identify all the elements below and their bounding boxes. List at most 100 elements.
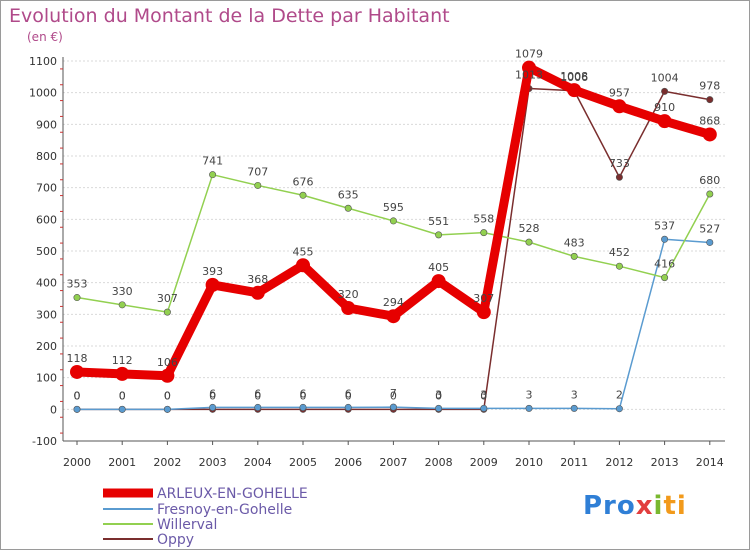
x-tick-label: 2004 — [244, 456, 272, 469]
legend-label: ARLEUX-EN-GOHELLE — [157, 486, 308, 502]
data-label: 910 — [654, 101, 675, 114]
data-point — [389, 217, 397, 225]
data-point — [525, 238, 533, 246]
data-label: 393 — [202, 265, 223, 278]
data-point — [525, 404, 533, 412]
data-point — [73, 294, 81, 302]
chart-title: Evolution du Montant de la Dette par Hab… — [9, 5, 450, 27]
y-tick-label: 0 — [50, 403, 57, 416]
data-label: 957 — [609, 86, 630, 99]
x-tick-label: 2002 — [153, 456, 181, 469]
data-point — [615, 173, 623, 181]
data-label: 6 — [300, 387, 307, 400]
legend-label: Oppy — [157, 532, 194, 548]
data-point — [480, 229, 488, 237]
data-point — [209, 171, 217, 179]
y-tick-label: 1000 — [29, 87, 57, 100]
data-label: 0 — [164, 389, 171, 402]
data-label: 707 — [247, 165, 268, 178]
data-label: 330 — [112, 285, 133, 298]
proxiti-logo: Proxiti — [583, 491, 687, 521]
data-label: 112 — [112, 354, 133, 367]
data-label: 3 — [435, 388, 442, 401]
data-point — [296, 258, 310, 273]
data-label: 558 — [473, 213, 494, 226]
data-point — [118, 301, 126, 309]
data-label: 741 — [202, 155, 223, 168]
data-point — [706, 190, 714, 198]
x-tick-label: 2006 — [334, 456, 362, 469]
data-label: 3 — [480, 388, 487, 401]
data-label: 3 — [571, 388, 578, 401]
data-point — [386, 309, 401, 324]
data-point — [205, 277, 220, 292]
data-point — [341, 301, 356, 315]
data-point — [299, 403, 307, 411]
data-label: 0 — [390, 389, 397, 402]
x-tick-label: 2011 — [560, 456, 588, 469]
legend-label: Willerval — [157, 517, 217, 533]
data-point — [661, 87, 669, 95]
x-tick-label: 2007 — [379, 456, 407, 469]
data-label: 452 — [609, 246, 630, 259]
data-label: 3 — [526, 388, 533, 401]
data-label: 6 — [345, 387, 352, 400]
y-tick-label: 400 — [36, 277, 57, 290]
data-point — [476, 305, 491, 320]
data-point — [615, 405, 623, 413]
data-point — [299, 191, 307, 199]
data-label: 733 — [609, 157, 630, 170]
x-tick-label: 2008 — [425, 456, 453, 469]
x-tick-label: 2005 — [289, 456, 317, 469]
data-point — [706, 238, 714, 246]
data-point — [73, 405, 81, 413]
data-label: 483 — [564, 236, 585, 249]
data-point — [344, 204, 352, 212]
y-tick-label: 100 — [36, 372, 57, 385]
data-label: 0 — [480, 389, 487, 402]
data-point — [431, 274, 446, 289]
data-point — [344, 403, 352, 411]
data-point — [435, 231, 443, 239]
data-point — [250, 285, 265, 300]
y-tick-label: 200 — [36, 340, 57, 353]
data-point — [522, 60, 536, 75]
data-label: 680 — [699, 174, 720, 187]
data-label: 1008 — [560, 70, 588, 83]
data-point — [612, 99, 627, 114]
data-label: 0 — [254, 389, 261, 402]
y-tick-label: 500 — [36, 245, 57, 258]
data-label: 1006 — [560, 71, 588, 84]
data-point — [570, 252, 578, 260]
data-point — [209, 403, 217, 411]
data-label: 294 — [383, 296, 404, 309]
data-label: 455 — [293, 245, 314, 258]
data-point — [615, 262, 623, 270]
y-tick-label: 700 — [36, 182, 57, 195]
legend-label: Fresnoy-en-Gohelle — [157, 502, 292, 518]
data-label: 1013 — [515, 69, 543, 82]
x-tick-label: 2000 — [63, 456, 91, 469]
data-point — [657, 114, 672, 129]
x-tick-label: 2012 — [605, 456, 633, 469]
data-point — [389, 403, 397, 411]
x-tick-label: 2003 — [199, 456, 227, 469]
data-label: 0 — [435, 389, 442, 402]
data-point — [115, 366, 130, 381]
data-point — [254, 181, 262, 189]
data-label: 0 — [164, 389, 171, 402]
data-label: 307 — [473, 292, 494, 305]
data-label: 0 — [300, 389, 307, 402]
y-tick-label: 600 — [36, 213, 57, 226]
data-point — [661, 274, 669, 282]
y-tick-label: 900 — [36, 118, 57, 131]
x-tick-label: 2010 — [515, 456, 543, 469]
data-label: 0 — [345, 389, 352, 402]
x-tick-label: 2009 — [470, 456, 498, 469]
data-point — [567, 83, 582, 98]
data-point — [706, 96, 714, 104]
data-label: 595 — [383, 201, 404, 214]
data-label: 368 — [247, 273, 268, 286]
